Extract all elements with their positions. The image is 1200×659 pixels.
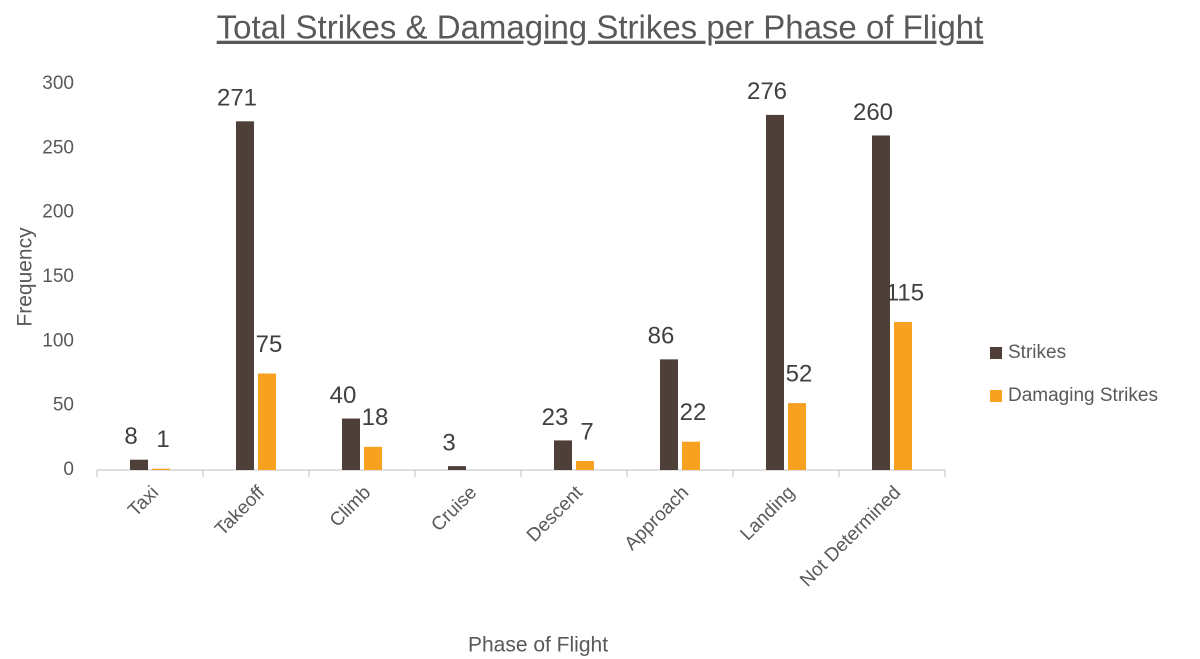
bar bbox=[152, 468, 170, 470]
y-tick-label: 300 bbox=[42, 73, 74, 94]
value-label: 22 bbox=[680, 399, 707, 426]
value-label: 271 bbox=[217, 85, 257, 112]
chart-title: Total Strikes & Damaging Strikes per Pha… bbox=[217, 9, 984, 46]
x-tick-label: Taxi bbox=[124, 482, 163, 521]
value-label: 1 bbox=[156, 426, 169, 453]
y-tick-label: 200 bbox=[42, 202, 74, 223]
bar bbox=[576, 460, 594, 470]
bar bbox=[788, 403, 806, 470]
legend-label: Strikes bbox=[1008, 342, 1066, 363]
value-label: 75 bbox=[256, 331, 283, 358]
x-tick-label: Landing bbox=[736, 482, 799, 545]
x-axis-title: Phase of Flight bbox=[468, 634, 608, 657]
legend-swatch bbox=[990, 347, 1002, 359]
x-tick-label: Not Determined bbox=[796, 482, 905, 591]
bar bbox=[258, 373, 276, 470]
value-label: 260 bbox=[853, 99, 893, 126]
value-label: 86 bbox=[648, 323, 675, 350]
y-tick-label: 0 bbox=[63, 459, 74, 480]
value-label: 3 bbox=[442, 429, 455, 456]
y-tick-label: 100 bbox=[42, 330, 74, 351]
x-tick-label: Takeoff bbox=[211, 482, 269, 540]
y-tick-label: 250 bbox=[42, 137, 74, 158]
x-tick-label: Approach bbox=[621, 482, 693, 554]
legend-label: Damaging Strikes bbox=[1008, 385, 1158, 406]
y-tick-label: 150 bbox=[42, 266, 74, 287]
value-label: 18 bbox=[362, 404, 389, 431]
y-axis-title: Frequency bbox=[14, 227, 37, 327]
bar bbox=[448, 466, 466, 470]
x-tick-label: Descent bbox=[523, 482, 588, 547]
bar bbox=[236, 121, 254, 471]
value-label: 115 bbox=[886, 279, 924, 306]
bar bbox=[364, 446, 382, 470]
x-tick-label: Cruise bbox=[427, 482, 481, 536]
bar bbox=[660, 359, 678, 470]
legend-swatch bbox=[990, 390, 1002, 402]
bar bbox=[682, 441, 700, 470]
bar bbox=[894, 322, 912, 470]
bar bbox=[766, 114, 784, 470]
bar bbox=[554, 440, 572, 470]
value-label: 8 bbox=[124, 423, 137, 450]
value-label: 40 bbox=[330, 382, 357, 409]
x-tick-label: Climb bbox=[326, 482, 375, 531]
value-label: 52 bbox=[786, 360, 813, 387]
y-tick-label: 50 bbox=[53, 395, 74, 416]
bar bbox=[872, 135, 890, 470]
value-label: 276 bbox=[747, 78, 787, 105]
value-label: 23 bbox=[542, 404, 569, 431]
value-label: 7 bbox=[580, 418, 593, 445]
bar bbox=[130, 459, 148, 470]
bar bbox=[342, 418, 360, 470]
